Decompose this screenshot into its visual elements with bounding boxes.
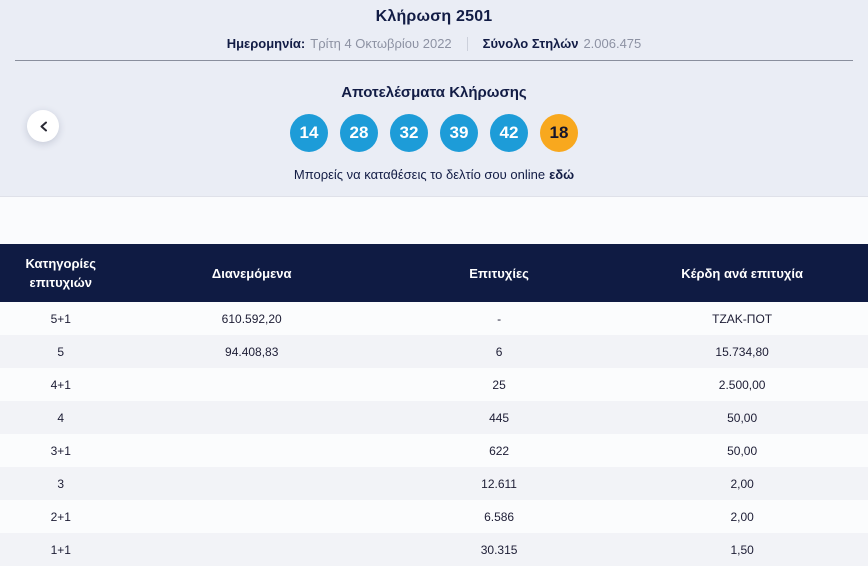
table-cell-prize: 2,00 bbox=[730, 476, 754, 491]
table-cell-winners: 6 bbox=[495, 344, 503, 359]
drawn-numbers: 14 28 32 39 42 18 bbox=[0, 114, 868, 152]
table-row: 3+1 622 50,00 bbox=[0, 434, 868, 467]
previous-draw-button[interactable] bbox=[27, 110, 59, 142]
table-cell-winners: 12.611 bbox=[481, 476, 517, 491]
table-row: 5 94.408,83 6 15.734,80 bbox=[0, 335, 868, 368]
draw-summary-section: Κλήρωση 2501 Ημερομηνία: Τρίτη 4 Οκτωβρί… bbox=[0, 0, 868, 197]
section-spacer bbox=[0, 197, 868, 244]
table-row: 5+1 610.592,20 - ΤΖΑΚ-ΠΟΤ bbox=[0, 302, 868, 335]
table-row: 3 12.611 2,00 bbox=[0, 467, 868, 500]
table-cell-prize: ΤΖΑΚ-ΠΟΤ bbox=[712, 311, 773, 326]
table-cell-prize: 1,50 bbox=[730, 542, 754, 557]
table-cell-prize: 50,00 bbox=[727, 443, 758, 458]
bonus-number-ball: 18 bbox=[540, 114, 578, 152]
table-row: 4 445 50,00 bbox=[0, 401, 868, 434]
table-cell-category: 4 bbox=[57, 410, 65, 425]
table-cell-winners: 25 bbox=[492, 377, 506, 392]
chevron-left-icon bbox=[39, 121, 48, 132]
draw-header: Κλήρωση 2501 Ημερομηνία: Τρίτη 4 Οκτωβρί… bbox=[0, 0, 868, 51]
drawn-number-ball: 32 bbox=[390, 114, 428, 152]
table-header-row: Κατηγορίες επιτυχιών Διανεμόμενα Επιτυχί… bbox=[0, 244, 868, 302]
table-row: 2+1 6.586 2,00 bbox=[0, 500, 868, 533]
table-cell-winners: 30.315 bbox=[480, 542, 518, 557]
total-columns-label: Σύνολο Στηλών bbox=[482, 36, 579, 51]
table-cell-category: 4+1 bbox=[50, 377, 71, 392]
table-cell-prize: 15.734,80 bbox=[715, 344, 769, 359]
table-cell-winners: 622 bbox=[489, 443, 510, 458]
table-cell-winners: 445 bbox=[489, 410, 510, 425]
table-cell-category: 3 bbox=[57, 476, 65, 491]
column-header-categories: Κατηγορίες επιτυχιών bbox=[25, 255, 97, 291]
table-cell-category: 5+1 bbox=[50, 311, 71, 326]
table-cell-prize: 50,00 bbox=[727, 410, 758, 425]
total-columns-value: 2.006.475 bbox=[583, 36, 642, 51]
table-cell-winners: 6.586 bbox=[484, 509, 515, 524]
table-cell-prize: 2.500,00 bbox=[718, 377, 766, 392]
header-divider bbox=[15, 60, 853, 61]
table-cell-distributed bbox=[122, 434, 382, 467]
table-cell-winners: - bbox=[497, 311, 502, 326]
table-cell-distributed: 94.408,83 bbox=[225, 344, 279, 359]
column-header-prize: Κέρδη ανά επιτυχία bbox=[681, 265, 803, 281]
table-cell-category: 1+1 bbox=[50, 542, 71, 557]
cta-link[interactable]: εδώ bbox=[549, 167, 575, 182]
table-row: 1+1 30.315 1,50 bbox=[0, 533, 868, 566]
results-section: Αποτελέσματα Κλήρωσης 14 28 32 39 42 18 Μπορε… bbox=[0, 84, 868, 182]
table-cell-distributed bbox=[122, 533, 382, 566]
column-header-winners: Επιτυχίες bbox=[469, 265, 529, 281]
drawn-number-ball: 14 bbox=[290, 114, 328, 152]
table-cell-category: 3+1 bbox=[50, 443, 71, 458]
table-body: 5+1 610.592,20 - ΤΖΑΚ-ΠΟΤ 5 94.408,83 6 15.734,… bbox=[0, 302, 868, 566]
table-cell-prize: 2,00 bbox=[730, 509, 754, 524]
date-label: Ημερομηνία: bbox=[226, 36, 306, 51]
results-title: Αποτελέσματα Κλήρωσης bbox=[341, 84, 527, 101]
table-cell-distributed bbox=[122, 467, 382, 500]
draw-title: Κλήρωση 2501 bbox=[375, 8, 493, 25]
winnings-table: Κατηγορίες επιτυχιών Διανεμόμενα Επιτυχί… bbox=[0, 244, 868, 566]
column-header-distributed: Διανεμόμενα bbox=[211, 265, 292, 281]
date-value: Τρίτη 4 Οκτωβρίου 2022 bbox=[310, 36, 452, 51]
table-cell-distributed bbox=[122, 500, 382, 533]
drawn-number-ball: 28 bbox=[340, 114, 378, 152]
draw-meta: Ημερομηνία: Τρίτη 4 Οκτωβρίου 2022 Σύνολ… bbox=[0, 36, 868, 51]
table-row: 4+1 25 2.500,00 bbox=[0, 368, 868, 401]
cta-text: Μπορείς να καταθέσεις το δελτίο σου onli… bbox=[0, 167, 868, 182]
meta-divider bbox=[466, 36, 468, 51]
table-cell-distributed: 610.592,20 bbox=[221, 311, 282, 326]
table-cell-category: 5 bbox=[57, 344, 65, 359]
cta-text-label: Μπορείς να καταθέσεις το δελτίο σου onli… bbox=[293, 167, 546, 182]
table-cell-distributed bbox=[122, 401, 382, 434]
table-cell-distributed bbox=[122, 368, 382, 401]
drawn-number-ball: 39 bbox=[440, 114, 478, 152]
table-cell-category: 2+1 bbox=[50, 509, 71, 524]
drawn-number-ball: 42 bbox=[490, 114, 528, 152]
